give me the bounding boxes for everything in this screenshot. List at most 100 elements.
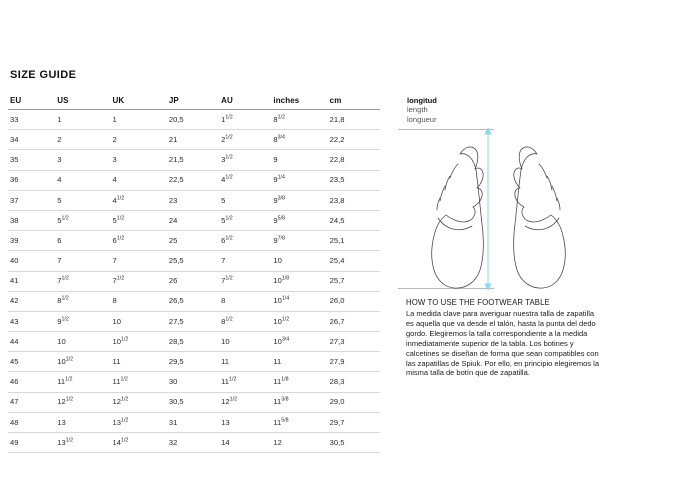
cell-uk: 3 [112, 149, 169, 171]
cell-jp: 30,5 [168, 392, 222, 413]
table-row: 37 5 41/2 23 5 93/8 23,8 [8, 190, 380, 211]
cell-au: 11 [221, 351, 274, 373]
cell-us: 81/2 [57, 291, 113, 312]
cell-au: 81/2 [221, 311, 274, 333]
cell-jp: 27,5 [168, 311, 222, 333]
cell-cm: 26,0 [329, 291, 380, 312]
cell-inches: 12 [273, 432, 330, 454]
cell-us: 51/2 [57, 210, 113, 232]
cell-inches: 81/2 [273, 109, 330, 131]
cell-inches: 101/2 [273, 311, 330, 333]
table-row: 47 121/2 121/2 30,5 121/2 113/8 29,0 [8, 392, 380, 413]
cell-jp: 25,5 [168, 250, 222, 272]
cell-inches: 101/4 [273, 291, 330, 312]
cell-uk: 11 [112, 351, 169, 373]
cell-au: 121/2 [221, 392, 274, 413]
length-label-french: longueur [407, 114, 437, 124]
cell-au: 71/2 [221, 271, 274, 292]
table-row: 48 13 131/2 31 13 115/8 29,7 [8, 412, 380, 434]
cell-eu: 43 [8, 311, 58, 333]
cell-inches: 111/8 [273, 371, 330, 393]
cell-inches: 10 [273, 250, 330, 272]
cell-jp: 26,5 [168, 291, 222, 312]
table-row: 41 71/2 71/2 26 71/2 101/8 25,7 [8, 271, 380, 292]
howto-heading: HOW TO USE THE FOOTWEAR TABLE [406, 298, 550, 307]
cell-cm: 23,5 [329, 170, 380, 191]
cell-us: 13 [57, 412, 113, 434]
cell-jp: 20,5 [168, 109, 222, 131]
table-row: 46 111/2 111/2 30 111/2 111/8 28,3 [8, 371, 380, 393]
table-row: 38 51/2 51/2 24 51/2 95/8 24,5 [8, 210, 380, 232]
cell-us: 2 [57, 129, 113, 151]
cell-us: 1 [57, 109, 113, 131]
size-conversion-table: EU US UK JP AU inches cm 33 1 1 20,5 11/2 81/… [8, 92, 380, 454]
cell-eu: 46 [8, 371, 58, 393]
cell-eu: 47 [8, 392, 58, 413]
cell-au: 8 [221, 291, 274, 312]
table-row: 40 7 7 25,5 7 10 25,4 [8, 250, 380, 272]
cell-us: 6 [57, 230, 113, 252]
cell-jp: 30 [168, 371, 222, 393]
cell-inches: 9 [273, 149, 330, 171]
cell-uk: 4 [112, 170, 169, 191]
cell-uk: 101/2 [112, 331, 169, 353]
table-row: 39 6 61/2 25 61/2 97/8 25,1 [8, 230, 380, 252]
cell-inches: 101/8 [273, 271, 330, 292]
cell-cm: 25,1 [329, 230, 380, 252]
cell-jp: 32 [168, 432, 222, 454]
cell-uk: 10 [112, 311, 169, 333]
cell-cm: 21,8 [329, 109, 380, 131]
cell-cm: 29,0 [329, 392, 380, 413]
cell-cm: 24,5 [329, 210, 380, 232]
cell-jp: 26 [168, 271, 222, 292]
cell-eu: 38 [8, 210, 58, 232]
cell-inches: 97/8 [273, 230, 330, 252]
table-row: 35 3 3 21,5 31/2 9 22,8 [8, 149, 380, 171]
cell-au: 41/2 [221, 170, 274, 191]
cell-eu: 41 [8, 271, 58, 292]
cell-eu: 40 [8, 250, 58, 272]
cell-uk: 7 [112, 250, 169, 272]
cell-au: 111/2 [221, 371, 274, 393]
cell-cm: 25,7 [329, 271, 380, 292]
cell-eu: 44 [8, 331, 58, 353]
page-title: SIZE GUIDE [10, 69, 77, 81]
cell-au: 51/2 [221, 210, 274, 232]
cell-cm: 26,7 [329, 311, 380, 333]
cell-eu: 42 [8, 291, 58, 312]
cell-au: 10 [221, 331, 274, 353]
cell-inches: 91/4 [273, 170, 330, 191]
cell-cm: 27,9 [329, 351, 380, 373]
cell-au: 31/2 [221, 149, 274, 171]
cell-uk: 61/2 [112, 230, 169, 252]
cell-us: 4 [57, 170, 113, 191]
cell-cm: 27,3 [329, 331, 380, 353]
cell-inches: 11 [273, 351, 330, 373]
cell-eu: 33 [8, 109, 58, 131]
cell-us: 71/2 [57, 271, 113, 292]
table-row: 44 10 101/2 28,5 10 103/4 27,3 [8, 331, 380, 353]
cell-us: 121/2 [57, 392, 113, 413]
cell-eu: 48 [8, 412, 58, 434]
column-header-us: US [57, 92, 113, 110]
cell-eu: 49 [8, 432, 58, 454]
cell-au: 11/2 [221, 109, 274, 131]
cell-eu: 45 [8, 351, 58, 373]
column-header-jp: JP [168, 92, 222, 110]
cell-us: 111/2 [57, 371, 113, 393]
cell-inches: 103/4 [273, 331, 330, 353]
cell-us: 5 [57, 190, 113, 211]
cell-inches: 93/8 [273, 190, 330, 211]
cell-au: 5 [221, 190, 274, 211]
cell-eu: 35 [8, 149, 58, 171]
cell-uk: 51/2 [112, 210, 169, 232]
cell-uk: 131/2 [112, 412, 169, 434]
cell-jp: 28,5 [168, 331, 222, 353]
length-label-spanish: longitud [407, 96, 437, 105]
cell-uk: 141/2 [112, 432, 169, 454]
column-header-inches: inches [273, 92, 330, 110]
cell-au: 14 [221, 432, 274, 454]
cell-uk: 41/2 [112, 190, 169, 211]
cell-inches: 95/8 [273, 210, 330, 232]
cell-eu: 36 [8, 170, 58, 191]
